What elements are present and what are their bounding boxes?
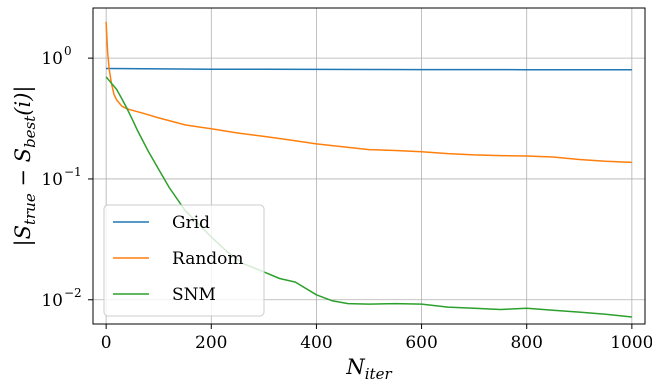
y-tick-label-exponent: −2 <box>64 286 82 300</box>
legend-label-snm: SNM <box>172 285 216 305</box>
x-tick-label: 0 <box>101 333 112 353</box>
x-tick-label: 200 <box>195 333 227 353</box>
x-tick-label: 400 <box>300 333 332 353</box>
y-tick-label-exponent: 0 <box>64 44 72 58</box>
plot-frame <box>92 7 646 325</box>
x-tick-label: 1000 <box>610 333 652 353</box>
legend-label-grid: Grid <box>172 213 210 233</box>
y-axis-label: |Strue − Sbest(i)| <box>11 86 39 247</box>
legend-box <box>103 204 265 317</box>
series-line-random <box>105 21 632 164</box>
legend: Grid Random SNM <box>103 204 265 317</box>
y-tick-label: 10 <box>41 49 63 69</box>
y-tick-label: 10 <box>41 170 63 190</box>
x-axis-label: Niter <box>345 355 392 379</box>
series-lines <box>105 21 632 318</box>
y-tick-label: 10 <box>41 291 63 311</box>
x-tick-label: 800 <box>510 333 542 353</box>
legend-label-random: Random <box>172 249 244 269</box>
y-tick-label-exponent: −1 <box>64 165 82 179</box>
series-line-snm <box>105 76 632 318</box>
x-tick-label: 600 <box>405 333 437 353</box>
series-line-grid <box>106 67 632 71</box>
